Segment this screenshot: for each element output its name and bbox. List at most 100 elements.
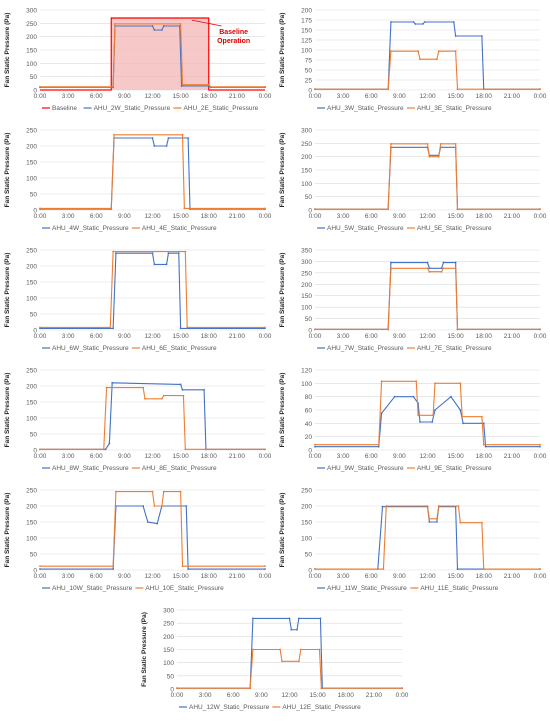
chart-svg: 0 50 100 150 200 250 300 0:00 3:00 6:00 9:00 12:00 1… (279, 128, 547, 233)
series-point (442, 261, 445, 264)
y-tick-label: 250 (26, 128, 37, 135)
y-tick-label: 100 (301, 305, 312, 312)
legend-entry: AHU_4E_Static_Pressure (142, 225, 217, 232)
x-tick-label: 0:00 (309, 93, 322, 100)
series-point (146, 521, 149, 523)
series-line-ahu-11w-static-pressure (315, 506, 540, 570)
series-point (382, 568, 385, 570)
series-point (440, 267, 443, 270)
legend-entry: AHU_5W_Static_Pressure (327, 225, 404, 232)
series-line-ahu-3w-static-pressure (315, 21, 540, 90)
series-point (181, 83, 184, 86)
x-tick-label: 18:00 (201, 573, 218, 580)
y-tick-label: 100 (301, 381, 312, 388)
x-tick-label: 3:00 (337, 213, 350, 220)
x-tick-label: 12:00 (144, 573, 161, 580)
series-point (162, 394, 165, 397)
series-point (435, 521, 438, 523)
series-point (428, 267, 431, 270)
y-tick-label: 150 (26, 400, 37, 407)
series-point (39, 568, 41, 570)
annotation-arrow (191, 19, 222, 27)
series-line-baseline (40, 17, 265, 91)
y-tick-label: 100 (26, 296, 37, 303)
legend-entry: Baseline (52, 105, 77, 112)
series-point (428, 517, 431, 520)
series-point (264, 568, 266, 570)
legend-entry: AHU_11E_Static_Pressure (420, 585, 498, 592)
series-point (377, 443, 380, 446)
series-point (539, 328, 541, 331)
x-tick-label: 6:00 (90, 213, 103, 220)
x-tick-label: 21:00 (229, 333, 246, 340)
series-point (167, 252, 170, 255)
x-tick-label: 0:00 (534, 213, 547, 220)
series-point (162, 490, 165, 493)
series-line-ahu-4w-static-pressure (40, 137, 265, 210)
x-tick-label: 0:00 (34, 213, 47, 220)
series-point (320, 687, 323, 690)
y-tick-label: 50 (167, 673, 175, 680)
legend-entry: AHU_7W_Static_Pressure (327, 345, 404, 352)
series-line-ahu-10e-static-pressure (40, 491, 265, 567)
y-tick-label: 50 (305, 552, 313, 559)
series-point (390, 142, 392, 145)
series-line-ahu-9e-static-pressure (315, 380, 540, 446)
series-point (457, 505, 460, 507)
y-tick-label: 80 (305, 394, 313, 401)
x-tick-label: 15:00 (447, 573, 464, 580)
x-tick-label: 18:00 (201, 93, 218, 100)
x-tick-label: 18:00 (201, 453, 218, 460)
series-point (181, 388, 184, 391)
x-tick-label: 18:00 (201, 333, 218, 340)
series-point (314, 328, 316, 331)
x-tick-label: 21:00 (366, 692, 383, 699)
y-axis-label: Fan Static Pressure (Pa) (4, 373, 11, 448)
series-point (426, 505, 429, 507)
y-tick-label: 250 (163, 621, 174, 628)
series-point (539, 443, 541, 446)
series-point (264, 207, 266, 210)
series-point (39, 85, 41, 88)
series-point (264, 448, 266, 451)
series-point (482, 443, 485, 446)
x-tick-label: 9:00 (255, 692, 268, 699)
series-point (417, 50, 420, 53)
series-point (179, 490, 182, 493)
x-tick-label: 6:00 (90, 453, 103, 460)
y-tick-label: 200 (26, 264, 37, 271)
series-point (314, 443, 316, 446)
series-line-ahu-12w-static-pressure (177, 617, 402, 689)
legend-entry: AHU_3E_Static_Pressure (417, 105, 492, 112)
series-point (160, 29, 163, 31)
x-tick-label: 3:00 (337, 333, 350, 340)
series-point (314, 445, 316, 448)
y-tick-label: 150 (26, 280, 37, 287)
series-point (184, 250, 187, 253)
x-tick-label: 21:00 (229, 213, 246, 220)
x-tick-label: 3:00 (337, 93, 350, 100)
x-tick-label: 0:00 (259, 453, 272, 460)
series-point (102, 448, 105, 451)
chart-ahu-8: 0 50 100 150 200 250 0:00 3:00 6:00 9:00 12:00 15:0… (0, 360, 275, 478)
chart-svg: 0 50 100 150 200 250 300 0:00 3:00 6:00 9:00 12:00 1… (4, 8, 272, 113)
series-point (151, 25, 154, 27)
legend-entry: AHU_5E_Static_Pressure (417, 225, 492, 232)
series-point (183, 207, 186, 210)
series-point (390, 21, 392, 23)
x-tick-label: 0:00 (34, 573, 47, 580)
x-tick-label: 9:00 (118, 453, 131, 460)
y-tick-label: 200 (26, 384, 37, 391)
series-point (459, 382, 462, 385)
y-tick-label: 200 (301, 154, 312, 161)
y-tick-label: 120 (301, 368, 312, 375)
series-point (187, 568, 190, 570)
series-point (414, 23, 417, 25)
series-point (290, 628, 293, 631)
series-point (249, 687, 252, 690)
y-axis-label: Fan Static Pressure (Pa) (4, 13, 11, 88)
series-point (437, 50, 440, 53)
series-point (377, 445, 380, 448)
x-tick-label: 21:00 (229, 93, 246, 100)
series-point (454, 261, 457, 264)
